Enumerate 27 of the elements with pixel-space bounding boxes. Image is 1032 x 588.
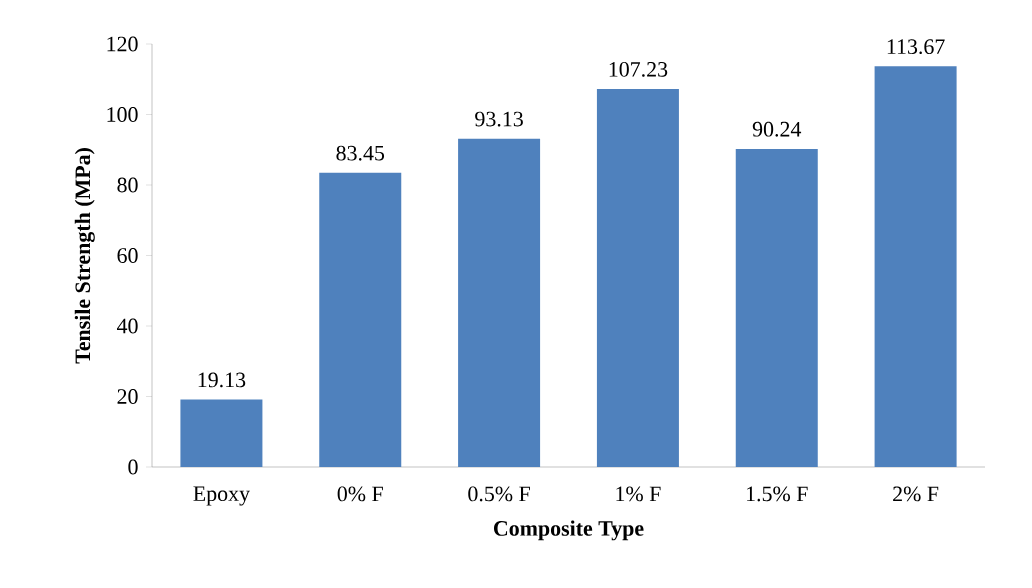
data-label: 19.13 xyxy=(198,372,246,388)
y-axis-title: Tensile Strength (MPa) xyxy=(74,148,95,364)
bar xyxy=(596,89,679,467)
data-label: 93.13 xyxy=(475,111,523,127)
bar xyxy=(319,172,402,467)
data-label: 113.67 xyxy=(887,39,945,55)
y-tick-label: 120 xyxy=(107,36,138,52)
y-tick-label: 40 xyxy=(117,318,138,334)
x-tick-label: 0% F xyxy=(337,486,383,502)
x-tick-label: 2% F xyxy=(893,486,939,502)
bar xyxy=(458,138,541,467)
bar xyxy=(735,148,818,467)
x-tick-label: 1% F xyxy=(616,486,661,502)
y-tick-label: 20 xyxy=(117,389,138,404)
bar xyxy=(180,399,263,467)
bar xyxy=(874,66,957,467)
x-tick-label: 1.5% F xyxy=(747,486,808,502)
y-tick-label: 60 xyxy=(117,248,138,263)
data-label: 107.23 xyxy=(609,61,668,77)
data-label: 90.24 xyxy=(752,121,802,137)
x-axis-title: Composite Type xyxy=(493,520,644,541)
data-label: 83.45 xyxy=(336,145,385,161)
y-tick-label: 100 xyxy=(107,107,138,122)
x-tick-label: 0.5% F xyxy=(468,486,530,502)
y-tick-label: 0 xyxy=(128,459,138,475)
y-tick-label: 80 xyxy=(117,177,138,193)
x-tick-label: Epoxy xyxy=(193,486,250,506)
